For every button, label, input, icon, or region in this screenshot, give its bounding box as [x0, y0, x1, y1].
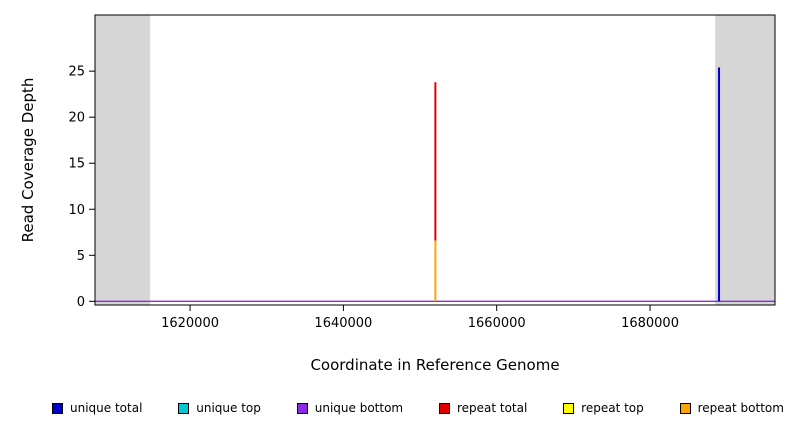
legend-label: repeat top — [581, 401, 644, 415]
legend-label: unique total — [70, 401, 143, 415]
y-tick-label: 10 — [68, 203, 85, 218]
x-tick-label: 1640000 — [314, 316, 372, 331]
x-tick-label: 1680000 — [621, 316, 679, 331]
x-tick-label: 1660000 — [468, 316, 526, 331]
legend-label: unique bottom — [314, 401, 404, 415]
legend-swatch-repeat-total — [438, 402, 450, 414]
legend-label: unique top — [196, 401, 261, 415]
legend-label: repeat total — [456, 401, 528, 415]
legend-item-repeat-total: repeat total — [438, 401, 528, 415]
legend-item-repeat-bottom: repeat bottom — [679, 401, 784, 415]
y-tick-label: 5 — [77, 249, 85, 264]
legend-swatch-repeat-bottom — [679, 402, 691, 414]
x-tick-label: 1620000 — [161, 316, 219, 331]
x-axis-label: Coordinate in Reference Genome — [310, 356, 560, 374]
y-tick-label: 0 — [77, 295, 85, 310]
legend-item-repeat-top: repeat top — [563, 401, 644, 415]
masked-region — [95, 15, 151, 305]
legend-swatch-unique-top — [178, 402, 190, 414]
y-tick-label: 25 — [68, 65, 85, 80]
legend: unique total unique top unique bottom repea… — [52, 398, 784, 418]
legend-swatch-unique-bottom — [296, 402, 308, 414]
legend-item-unique-top: unique top — [178, 401, 261, 415]
legend-label: repeat bottom — [697, 401, 784, 415]
plot-canvas: 1620000 1640000 1660000 1680000 0 5 10 15 20 25 — [68, 14, 776, 331]
y-tick-label: 20 — [68, 111, 85, 126]
legend-swatch-repeat-top — [563, 402, 575, 414]
y-axis-label: Read Coverage Depth — [19, 77, 37, 243]
y-tick-label: 15 — [68, 157, 85, 172]
legend-item-unique-total: unique total — [52, 401, 142, 415]
plot-border — [94, 14, 776, 306]
legend-item-unique-bottom: unique bottom — [296, 401, 404, 415]
legend-swatch-unique-total — [52, 402, 63, 414]
masked-region — [715, 15, 775, 305]
